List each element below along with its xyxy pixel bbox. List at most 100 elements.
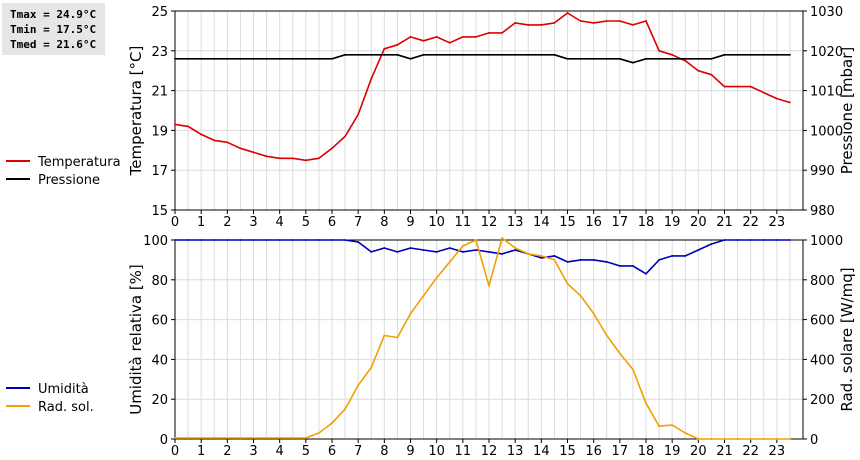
data-point bbox=[318, 239, 320, 241]
x-tick-label: 1 bbox=[197, 444, 205, 459]
data-point bbox=[514, 53, 517, 56]
x-tick-label: 1 bbox=[197, 215, 205, 230]
right-axis-title: Rad. solare [W/mq] bbox=[838, 267, 856, 411]
data-point bbox=[592, 312, 595, 315]
data-point bbox=[527, 24, 530, 26]
x-tick-label: 21 bbox=[716, 215, 733, 230]
data-point bbox=[475, 53, 477, 56]
data-point bbox=[344, 239, 346, 241]
data-point bbox=[632, 24, 634, 26]
left-tick-label: 15 bbox=[151, 204, 168, 219]
data-point bbox=[488, 53, 490, 56]
data-point bbox=[789, 438, 791, 440]
left-tick-label: 60 bbox=[151, 314, 168, 329]
data-point bbox=[684, 255, 687, 257]
data-point bbox=[566, 282, 569, 285]
data-point bbox=[592, 22, 595, 24]
data-point bbox=[579, 20, 582, 22]
data-point bbox=[632, 61, 634, 64]
data-point bbox=[200, 437, 203, 439]
data-point bbox=[789, 53, 791, 56]
x-tick-label: 17 bbox=[612, 444, 629, 459]
data-point bbox=[226, 57, 229, 60]
data-point bbox=[762, 438, 765, 440]
data-point bbox=[775, 438, 778, 440]
x-tick-label: 19 bbox=[664, 215, 681, 230]
data-point bbox=[265, 57, 268, 60]
data-point bbox=[174, 57, 176, 60]
data-point bbox=[200, 57, 203, 60]
right-tick-label: 200 bbox=[810, 393, 835, 408]
x-tick-label: 7 bbox=[354, 444, 362, 459]
data-point bbox=[540, 255, 543, 257]
data-point bbox=[579, 57, 582, 60]
data-point bbox=[658, 57, 660, 60]
data-point bbox=[448, 247, 451, 249]
data-point bbox=[501, 253, 503, 255]
data-point bbox=[331, 57, 333, 60]
data-point bbox=[723, 239, 726, 241]
data-point bbox=[762, 53, 765, 56]
data-point bbox=[265, 239, 268, 241]
data-point bbox=[200, 133, 203, 136]
x-tick-label: 0 bbox=[171, 444, 179, 459]
x-tick-label: 22 bbox=[742, 215, 759, 230]
data-point bbox=[213, 437, 216, 439]
data-point bbox=[697, 438, 700, 440]
data-point bbox=[461, 245, 464, 247]
right-axis-title: Pressione [mbar] bbox=[838, 47, 856, 175]
data-point bbox=[422, 53, 425, 56]
data-point bbox=[671, 53, 674, 56]
data-point bbox=[736, 85, 739, 88]
data-point bbox=[331, 147, 333, 150]
data-point bbox=[370, 251, 373, 253]
data-point bbox=[252, 239, 255, 241]
data-point bbox=[370, 53, 373, 56]
data-point bbox=[200, 239, 203, 241]
x-tick-label: 16 bbox=[585, 444, 602, 459]
legend-label: Rad. sol. bbox=[38, 400, 94, 415]
data-point bbox=[226, 437, 229, 439]
x-tick-label: 18 bbox=[638, 215, 655, 230]
data-point bbox=[605, 20, 608, 22]
data-point bbox=[501, 237, 503, 239]
data-point bbox=[632, 368, 634, 371]
right-tick-label: 800 bbox=[810, 274, 835, 289]
left-tick-label: 23 bbox=[151, 45, 168, 60]
data-point bbox=[749, 53, 752, 56]
data-point bbox=[344, 408, 346, 410]
data-point bbox=[331, 422, 333, 424]
data-point bbox=[723, 438, 726, 440]
data-point bbox=[736, 438, 739, 440]
data-point bbox=[488, 251, 490, 253]
data-point bbox=[291, 239, 294, 241]
data-point bbox=[383, 334, 386, 337]
data-point bbox=[736, 53, 739, 56]
data-point bbox=[304, 159, 307, 162]
data-point bbox=[632, 265, 634, 267]
data-point bbox=[658, 425, 660, 427]
data-point bbox=[396, 43, 399, 46]
data-point bbox=[448, 261, 451, 263]
series-line-temperatura bbox=[174, 12, 791, 162]
data-point bbox=[370, 366, 373, 369]
data-point bbox=[618, 20, 621, 22]
x-tick-label: 9 bbox=[406, 215, 414, 230]
data-point bbox=[291, 157, 294, 160]
x-tick-label: 2 bbox=[223, 215, 231, 230]
data-point bbox=[775, 53, 778, 56]
data-point bbox=[514, 249, 517, 251]
data-point bbox=[658, 49, 660, 52]
data-point bbox=[304, 57, 307, 60]
data-point bbox=[592, 57, 595, 60]
data-point bbox=[174, 239, 176, 241]
data-point bbox=[448, 41, 451, 44]
right-tick-label: 1000 bbox=[810, 124, 843, 139]
data-point bbox=[658, 259, 660, 261]
data-point bbox=[239, 147, 242, 150]
data-point bbox=[422, 249, 425, 251]
data-point bbox=[265, 155, 268, 158]
data-point bbox=[226, 239, 229, 241]
x-tick-label: 12 bbox=[481, 215, 498, 230]
